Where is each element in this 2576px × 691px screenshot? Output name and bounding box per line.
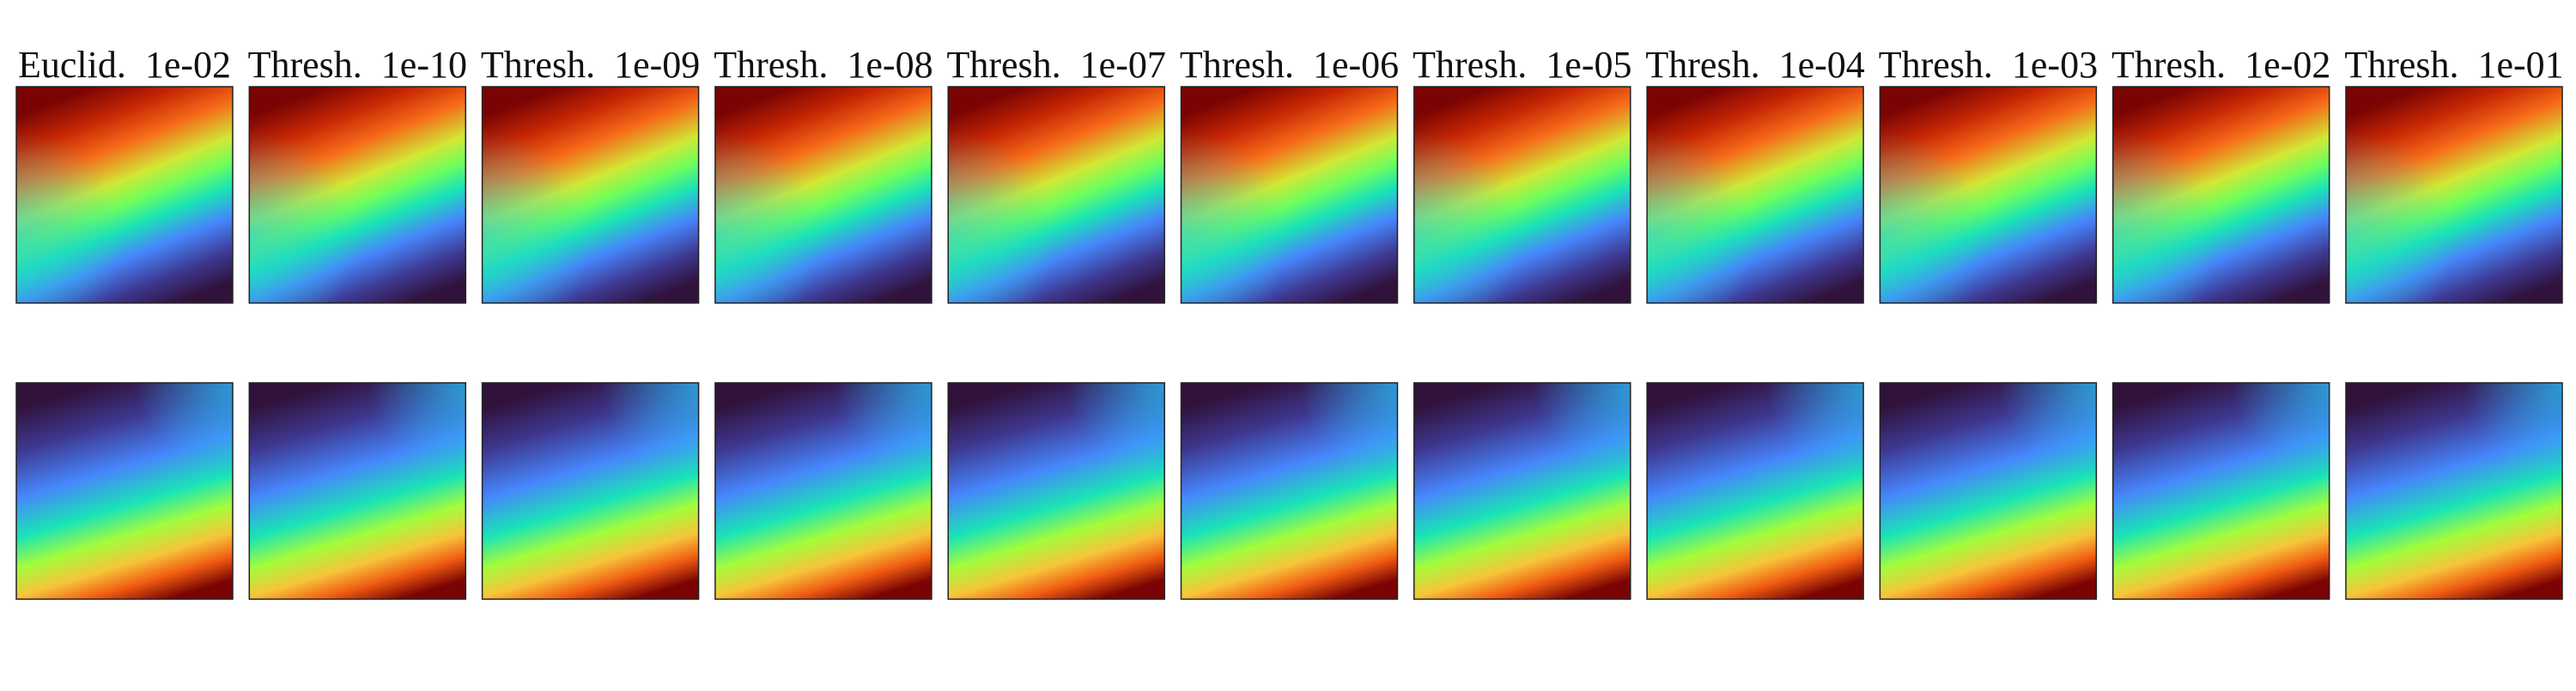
heatmap-top-shade bbox=[1413, 87, 1631, 303]
heatmap-top-frame bbox=[1646, 86, 1864, 304]
heatmap-top-frame bbox=[481, 86, 700, 304]
heatmap-top-shade bbox=[16, 87, 233, 303]
panel-title: Thresh. 1e-04 bbox=[1645, 44, 1864, 86]
panel-title: Thresh. 1e-08 bbox=[714, 44, 933, 86]
heatmap-bottom-frame bbox=[1646, 382, 1864, 600]
heatmap-bottom-shade bbox=[2112, 383, 2330, 599]
heatmap-top-frame bbox=[1180, 86, 1399, 304]
panel-title: Thresh. 1e-02 bbox=[2111, 44, 2330, 86]
panel-title: Thresh. 1e-06 bbox=[1180, 44, 1399, 86]
heatmap-top-shade bbox=[1181, 87, 1398, 303]
heatmap-bottom-shade bbox=[482, 383, 699, 599]
heatmap-bottom-shade bbox=[16, 383, 233, 599]
heatmap-top-frame bbox=[2345, 86, 2563, 304]
heatmap-top-shade bbox=[1647, 87, 1864, 303]
heatmap-bottom-shade bbox=[1880, 383, 2097, 599]
heatmap-bottom-frame bbox=[714, 382, 933, 600]
panel-title: Thresh. 1e-03 bbox=[1879, 44, 2098, 86]
heatmap-bottom-frame bbox=[1413, 382, 1631, 600]
heatmap-bottom-shade bbox=[1181, 383, 1398, 599]
heatmap-bottom-shade bbox=[948, 383, 1165, 599]
heatmap-bottom-frame bbox=[2111, 382, 2330, 600]
panel-title: Thresh. 1e-10 bbox=[248, 44, 467, 86]
panel-title: Thresh. 1e-07 bbox=[947, 44, 1166, 86]
heatmap-top-frame bbox=[2111, 86, 2330, 304]
heatmap-bottom-shade bbox=[1647, 383, 1864, 599]
heatmap-bottom-frame bbox=[1879, 382, 2098, 600]
heatmap-top-frame bbox=[947, 86, 1165, 304]
heatmap-bottom-frame bbox=[1180, 382, 1399, 600]
heatmap-top-shade bbox=[2112, 87, 2330, 303]
heatmap-bottom-shade bbox=[714, 383, 932, 599]
heatmap-bottom-shade bbox=[249, 383, 466, 599]
heatmap-bottom-frame bbox=[947, 382, 1165, 600]
panel-title: Thresh. 1e-09 bbox=[481, 44, 700, 86]
heatmap-top-frame bbox=[1879, 86, 2098, 304]
heatmap-top-frame bbox=[15, 86, 234, 304]
panel-title: Thresh. 1e-01 bbox=[2344, 44, 2563, 86]
heatmap-bottom-shade bbox=[1413, 383, 1631, 599]
heatmap-top-shade bbox=[2346, 87, 2562, 303]
heatmap-bottom-frame bbox=[2345, 382, 2563, 600]
heatmap-top-shade bbox=[249, 87, 466, 303]
panel-title: Euclid. 1e-02 bbox=[18, 44, 231, 86]
heatmap-bottom-frame bbox=[248, 382, 467, 600]
heatmap-top-shade bbox=[1880, 87, 2097, 303]
heatmap-top-shade bbox=[948, 87, 1165, 303]
heatmap-top-shade bbox=[482, 87, 699, 303]
heatmap-top-frame bbox=[1413, 86, 1631, 304]
heatmap-bottom-frame bbox=[15, 382, 234, 600]
heatmap-top-frame bbox=[714, 86, 933, 304]
heatmap-bottom-shade bbox=[2346, 383, 2562, 599]
heatmap-top-shade bbox=[714, 87, 932, 303]
panel-title: Thresh. 1e-05 bbox=[1413, 44, 1631, 86]
heatmap-bottom-frame bbox=[481, 382, 700, 600]
heatmap-top-frame bbox=[248, 86, 467, 304]
